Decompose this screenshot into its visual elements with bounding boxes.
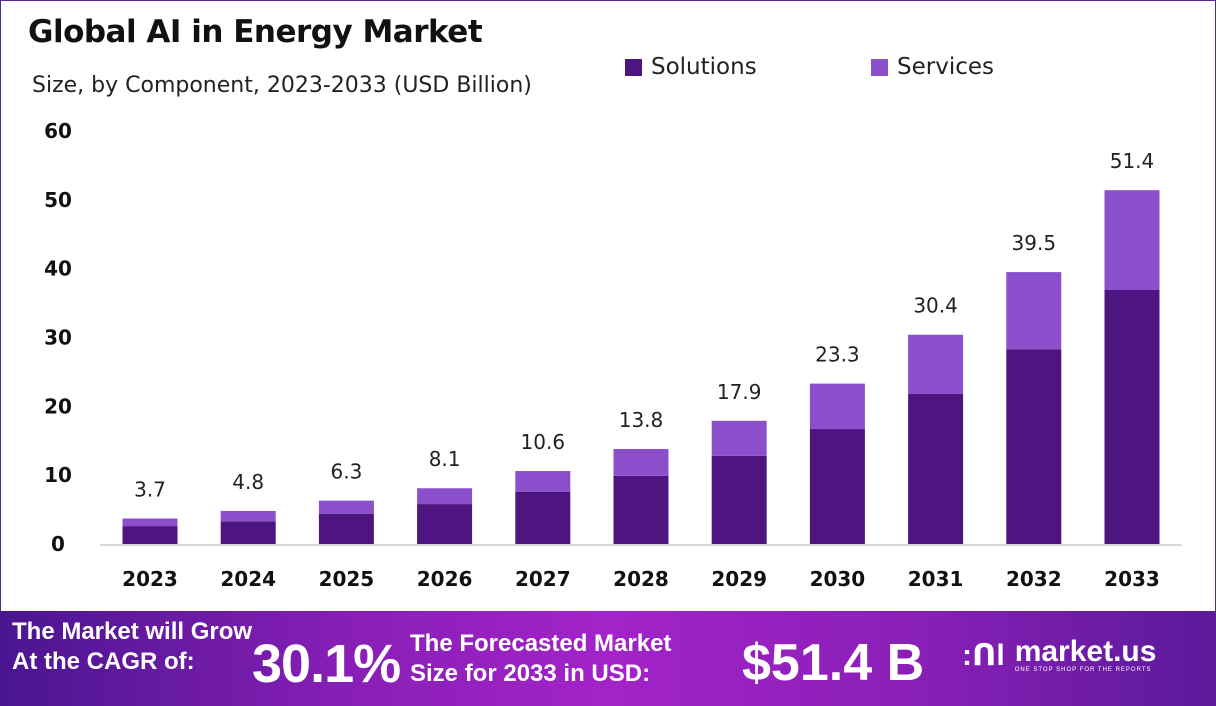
x-tick-label: 2029 [711,567,767,591]
bar-solutions-2031 [908,393,964,544]
bar-services-2026 [417,488,473,505]
bar-solutions-2033 [1104,290,1160,544]
data-label-2024: 4.8 [232,470,264,494]
data-label-2033: 51.4 [1110,149,1155,173]
legend-swatch-solutions [625,58,642,76]
bar-services-2028 [613,449,669,476]
y-tick-label: 20 [44,394,72,418]
y-tick-label: 60 [44,119,72,143]
bar-solutions-2023 [122,526,178,544]
bar-services-2027 [515,471,571,492]
legend-swatch-services [871,58,888,76]
bar-services-2031 [908,334,964,394]
x-tick-label: 2033 [1104,567,1160,591]
x-tick-label: 2023 [122,567,178,591]
legend-label-solutions: Solutions [651,54,757,80]
data-label-2032: 39.5 [1012,231,1057,255]
logo-tagline: ONE STOP SHOP FOR THE REPORTS [1014,667,1152,673]
x-tick-label: 2027 [515,567,571,591]
y-tick-label: 30 [44,326,72,350]
legend-label-services: Services [897,54,994,80]
x-tick-label: 2030 [810,567,866,591]
bar-services-2023 [122,518,178,527]
forecast-label: The Forecasted Market Size for 2033 in U… [410,629,671,689]
legend-item-services: Services [871,54,994,80]
chart-title: Global AI in Energy Market [28,14,483,50]
data-label-2027: 10.6 [521,430,566,454]
x-tick-label: 2032 [1006,567,1062,591]
cagr-value: 30.1% [252,634,401,694]
bar-services-2024 [220,510,276,522]
forecast-value: $51.4 B [742,634,925,692]
data-label-2030: 23.3 [815,343,860,367]
cagr-label-line1: The Market will Grow [12,618,253,645]
y-tick-label: 40 [44,257,72,281]
bar-solutions-2029 [711,455,767,544]
logo-name: market.us [1014,635,1157,668]
footer-banner: The Market will Grow At the CAGR of: 30.… [0,611,1216,706]
x-tick-label: 2025 [319,567,375,591]
bar-chart: 01020304050603.720234.820246.320258.1202… [44,119,1182,591]
data-label-2029: 17.9 [717,380,762,404]
bar-services-2033 [1104,190,1160,291]
legend-item-solutions: Solutions [625,54,757,80]
y-tick-label: 50 [44,188,72,212]
x-tick-label: 2026 [417,567,473,591]
bar-services-2030 [809,383,865,430]
bar-solutions-2028 [613,475,669,544]
y-tick-label: 0 [51,532,65,556]
bar-solutions-2030 [809,429,865,544]
x-tick-label: 2024 [220,567,276,591]
logo-mark-icon: :ꓵl [962,638,1005,672]
data-label-2031: 30.4 [913,294,958,318]
data-label-2028: 13.8 [619,408,664,432]
x-tick-label: 2028 [613,567,669,591]
market-us-logo: :ꓵl market.us ONE STOP SHOP FOR THE REPO… [962,635,1157,674]
y-tick-label: 10 [44,463,72,487]
bar-services-2032 [1006,272,1062,350]
bar-services-2029 [711,420,767,456]
forecast-label-line2: Size for 2033 in USD: [410,660,651,687]
bar-solutions-2024 [220,521,276,544]
x-tick-label: 2031 [908,567,964,591]
forecast-label-line1: The Forecasted Market [410,630,672,657]
cagr-label: The Market will Grow At the CAGR of: [12,617,252,677]
chart-subtitle: Size, by Component, 2023-2033 (USD Billi… [32,73,532,98]
data-label-2026: 8.1 [429,447,461,471]
bar-solutions-2026 [417,504,473,544]
bar-solutions-2025 [318,513,374,544]
cagr-label-line2: At the CAGR of: [12,648,195,675]
bar-services-2025 [318,500,374,514]
bar-solutions-2032 [1006,349,1062,544]
data-label-2023: 3.7 [134,478,166,502]
data-label-2025: 6.3 [330,460,362,484]
bar-solutions-2027 [515,491,571,544]
